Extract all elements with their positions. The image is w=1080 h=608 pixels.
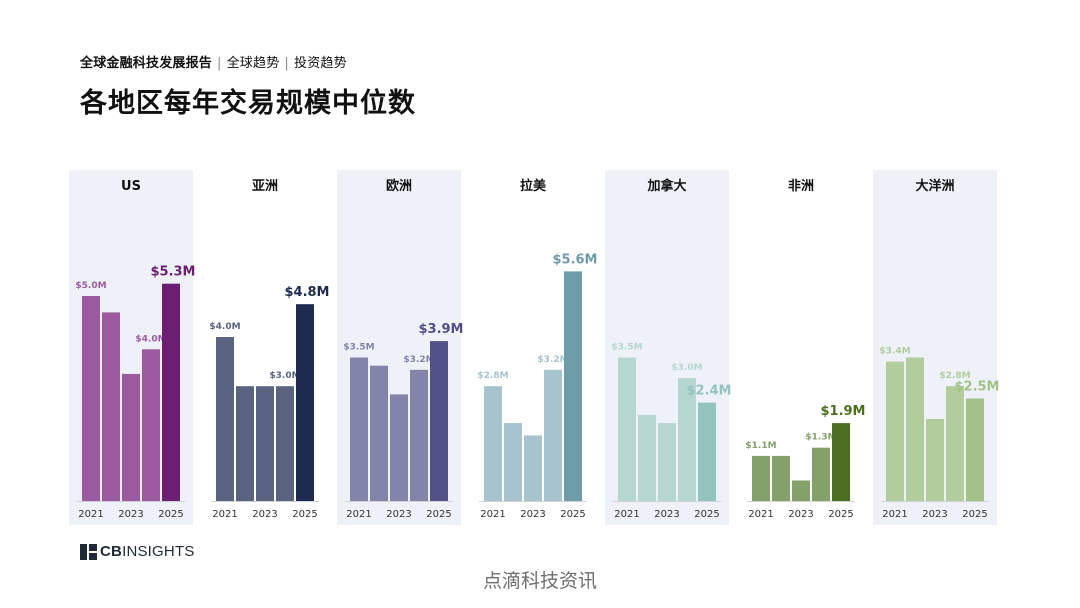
watermark: 点滴科技资讯 [482, 570, 597, 592]
panel-4-x-tick-2023: 2023 [520, 509, 545, 520]
panel-1-title: US [121, 179, 141, 194]
panel-7-bar-2021 [886, 361, 904, 501]
panel-2-bar-2023 [256, 386, 274, 501]
panel-5-bar-2021 [618, 357, 636, 501]
panel-4-bar-2023 [524, 435, 542, 501]
panel-2-data-label-2021: $4.0M [209, 322, 240, 332]
panel-1-data-label-2025: $5.3M [150, 265, 195, 280]
panel-6-bar-2024 [812, 447, 830, 501]
panel-3-bar-2025 [430, 341, 448, 501]
report-name: 全球金融科技发展报告 [80, 56, 213, 71]
panel-6-bar-2022 [772, 455, 790, 501]
panel-7-data-label-2025: $2.5M [954, 380, 999, 395]
panel-6-x-tick-2023: 2023 [788, 509, 813, 520]
panel-4-data-label-2025: $5.6M [552, 252, 597, 267]
panel-5-data-label-2024: $3.0M [671, 363, 702, 373]
panel-4-bar-2021 [484, 386, 502, 501]
panel-4-x-tick-2021: 2021 [480, 509, 505, 520]
panel-1-bar-2021 [82, 296, 100, 501]
panel-6-x-tick-2021: 2021 [748, 509, 773, 520]
panel-6-bar-2021 [752, 455, 770, 501]
panel-4-bar-2025 [564, 271, 582, 501]
panel-1-data-label-2024: $4.0M [135, 334, 166, 344]
panel-6-bar-2023 [792, 480, 810, 501]
separator: | [217, 56, 222, 71]
panel-5-bar-2023 [658, 423, 676, 501]
report-subtitle: 全球金融科技发展报告 | 全球趋势 | 投资趋势 [80, 52, 416, 71]
panel-1-bar-2025 [162, 283, 180, 501]
header: 全球金融科技发展报告 | 全球趋势 | 投资趋势 各地区每年交易规模中位数 [80, 52, 416, 120]
panel-1-x-tick-2023: 2023 [118, 509, 143, 520]
panel-3-x-tick-2023: 2023 [386, 509, 411, 520]
panel-5-bar-2025 [698, 402, 716, 501]
panel-3-bar-2022 [370, 365, 388, 501]
panel-7-data-label-2024: $2.8M [939, 371, 970, 381]
panel-5-bar-2022 [638, 414, 656, 501]
panel-1-bar-2023 [122, 373, 140, 501]
tag-global-trends: 全球趋势 [226, 56, 280, 71]
panel-1-x-tick-2021: 2021 [78, 509, 103, 520]
panel-7-bar-2024 [946, 386, 964, 501]
panel-2-x-tick-2021: 2021 [212, 509, 237, 520]
panel-6-data-label-2025: $1.9M [820, 404, 865, 419]
panel-2-bar-2024 [276, 386, 294, 501]
panel-7-x-tick-2021: 2021 [882, 509, 907, 520]
panel-5-title: 加拿大 [646, 178, 686, 194]
panel-7-x-tick-2025: 2025 [962, 509, 987, 520]
panel-3-bar-2023 [390, 394, 408, 501]
panel-5-data-label-2025: $2.4M [686, 384, 731, 399]
panel-5-x-tick-2021: 2021 [614, 509, 639, 520]
panel-6-data-label-2024: $1.3M [805, 433, 836, 443]
panel-4-data-label-2021: $2.8M [477, 371, 508, 381]
panel-2-x-tick-2023: 2023 [252, 509, 277, 520]
panel-7-x-tick-2023: 2023 [922, 509, 947, 520]
panel-2-x-tick-2025: 2025 [292, 509, 317, 520]
cbinsights-logo-text: CBINSIGHTS [100, 543, 195, 560]
panel-3-x-tick-2021: 2021 [346, 509, 371, 520]
panel-6-data-label-2021: $1.1M [745, 441, 776, 451]
panel-1-data-label-2021: $5.0M [75, 281, 106, 291]
panel-6-x-tick-2025: 2025 [828, 509, 853, 520]
panel-5-x-tick-2025: 2025 [694, 509, 719, 520]
panel-7-bar-2025 [966, 398, 984, 501]
panel-4-bar-2022 [504, 423, 522, 501]
panel-4-x-tick-2025: 2025 [560, 509, 585, 520]
panel-6-title: 非洲 [788, 178, 814, 194]
panel-3-data-label-2021: $3.5M [343, 343, 374, 353]
panel-7-title: 大洋洲 [915, 178, 954, 194]
panel-2-bar-2022 [236, 386, 254, 501]
separator: | [284, 56, 290, 71]
panel-2-data-label-2024: $3.0M [269, 371, 300, 381]
page-title: 各地区每年交易规模中位数 [80, 88, 416, 119]
panel-5-bar-2024 [678, 378, 696, 501]
panel-3-x-tick-2025: 2025 [426, 509, 451, 520]
panel-3-data-label-2025: $3.9M [418, 322, 463, 337]
panel-5-x-tick-2023: 2023 [654, 509, 679, 520]
panel-3-title: 欧洲 [386, 178, 412, 194]
panel-3-bar-2024 [410, 369, 428, 501]
panel-1-bar-2022 [102, 312, 120, 501]
panel-5-data-label-2021: $3.5M [611, 343, 642, 353]
panel-3-data-label-2024: $3.2M [403, 355, 434, 365]
panel-4-data-label-2024: $3.2M [537, 355, 568, 365]
panel-4-bar-2024 [544, 369, 562, 501]
tag-investment-trends: 投资趋势 [294, 56, 347, 71]
panel-7-bar-2023 [926, 419, 944, 501]
panel-2-bar-2021 [216, 337, 234, 501]
panel-2-bar-2025 [296, 304, 314, 501]
panel-7-data-label-2021: $3.4M [879, 347, 910, 357]
panel-2-data-label-2025: $4.8M [284, 285, 329, 300]
panel-1-x-tick-2025: 2025 [158, 509, 183, 520]
cbinsights-logo: CBINSIGHTS [80, 543, 195, 560]
panel-6-bar-2025 [832, 423, 850, 501]
cbinsights-logo-icon [80, 543, 97, 560]
panel-4-title: 拉美 [520, 178, 547, 194]
panel-7-bar-2022 [906, 357, 924, 501]
panel-1-bar-2024 [142, 349, 160, 501]
panel-2-title: 亚洲 [252, 179, 278, 194]
panel-3-bar-2021 [350, 357, 368, 501]
